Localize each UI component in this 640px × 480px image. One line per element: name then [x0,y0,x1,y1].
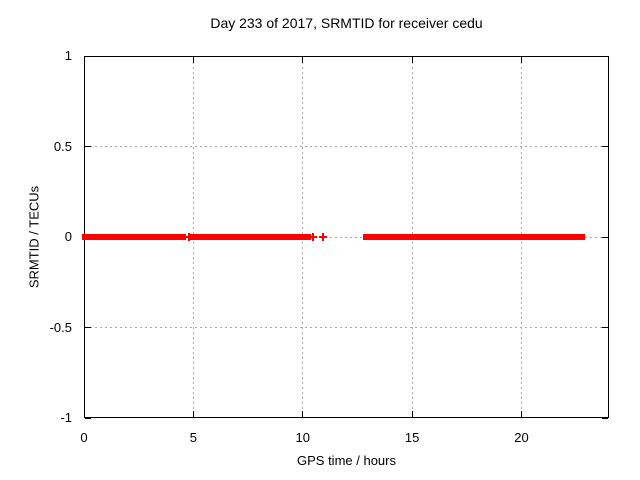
x-tick-label: 15 [404,430,420,445]
gridline-horizontal [85,146,608,147]
data-point-marker [311,233,314,241]
y-tick-mark-right [602,327,608,328]
data-segment [190,234,311,240]
y-tick-mark-left [85,327,91,328]
y-tick-mark-left [85,55,91,57]
data-segment [363,234,585,240]
y-tick-mark-right [602,146,608,147]
x-tick-label: 20 [514,430,529,445]
y-tick-mark-left [85,146,91,147]
y-tick-label: 0.5 [53,138,72,154]
y-tick-label: 1 [64,48,72,63]
x-tick-label: 0 [80,430,88,445]
y-tick-mark-right [602,236,608,238]
gridline-horizontal [85,236,608,238]
x-tick-mark-top [302,57,304,63]
x-tick-mark-top [521,57,522,63]
x-tick-mark-top [83,57,85,63]
x-axis-label: GPS time / hours [297,453,396,468]
data-segment [82,234,186,240]
y-tick-mark-right [602,417,608,419]
y-tick-mark-right [602,55,608,57]
chart-title: Day 233 of 2017, SRMTID for receiver ced… [210,15,483,31]
y-tick-mark-left [85,417,91,419]
data-point-marker [187,233,190,241]
x-tick-mark-bottom [302,411,304,417]
data-point-marker [321,233,324,241]
y-tick-label: -1 [60,410,72,425]
x-tick-mark-bottom [521,411,522,417]
x-tick-label: 5 [189,430,197,445]
y-tick-label: 0 [64,229,72,244]
y-tick-label: -0.5 [49,319,72,335]
x-tick-mark-top [192,57,194,63]
x-tick-mark-bottom [83,411,85,417]
x-tick-mark-bottom [411,411,413,417]
x-tick-label: 10 [295,430,310,445]
x-tick-mark-top [411,57,413,63]
gridline-horizontal [85,327,608,328]
x-tick-mark-bottom [192,411,194,417]
